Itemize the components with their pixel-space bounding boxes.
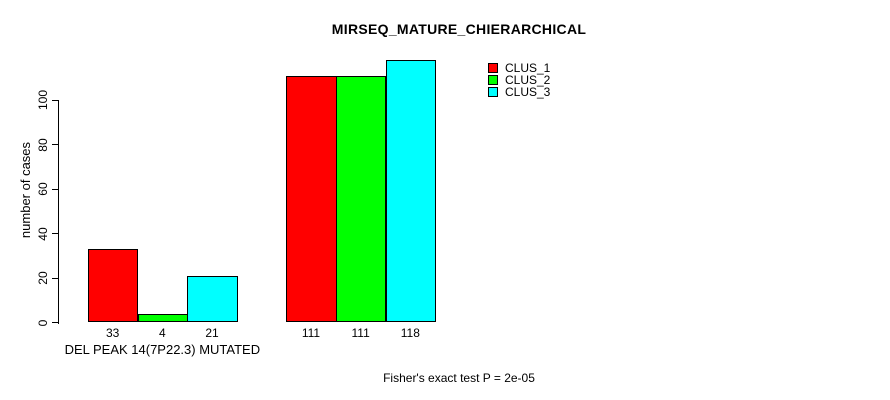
chart-title: MIRSEQ_MATURE_CHIERARCHICAL [331,21,587,37]
y-tick-label: 0 [35,319,50,326]
legend-item-label: CLUS_1 [505,61,551,75]
y-axis-tick [52,99,58,101]
x-category-label: DEL PEAK 14(7P22.3) MUTATED [64,342,261,357]
bar-clus_1 [87,249,139,323]
legend-item-label: CLUS_2 [505,73,551,87]
y-tick-label: 60 [35,182,50,196]
y-axis-tick [52,233,58,234]
bar-value-label: 33 [105,326,120,340]
bar-value-label: 111 [351,326,370,340]
legend-swatch-clus_1 [488,63,498,73]
y-axis-tick [52,144,58,145]
bar-value-label: 21 [205,326,219,340]
y-tick-label: 100 [35,89,50,111]
legend-item-label: CLUS_3 [505,85,551,99]
legend-item: CLUS_2 [488,74,550,86]
bar-value-label: 118 [400,326,420,340]
legend-swatch-clus_2 [488,75,498,85]
bar-clus_3 [187,275,238,323]
legend: CLUS_1 CLUS_2 CLUS_3 [488,62,550,98]
y-tick-label: 20 [35,271,50,285]
legend-item: CLUS_1 [488,62,550,74]
bar-clus_1 [286,75,337,323]
bar-value-label: 4 [159,326,166,340]
legend-item: CLUS_3 [488,86,550,98]
bar-value-label: 111 [301,326,321,340]
y-axis-tick [52,188,58,190]
y-axis-line [58,100,59,324]
bar-clus_3 [385,59,437,323]
y-tick-label: 40 [35,226,50,241]
y-tick-label: 80 [35,137,50,152]
bar-clus_2 [335,75,387,323]
legend-swatch-clus_3 [488,87,498,97]
stat-annotation: Fisher's exact test P = 2e-05 [383,371,535,385]
bar-clus_2 [137,313,189,323]
y-axis-tick [52,322,58,323]
y-axis-tick [52,277,58,279]
